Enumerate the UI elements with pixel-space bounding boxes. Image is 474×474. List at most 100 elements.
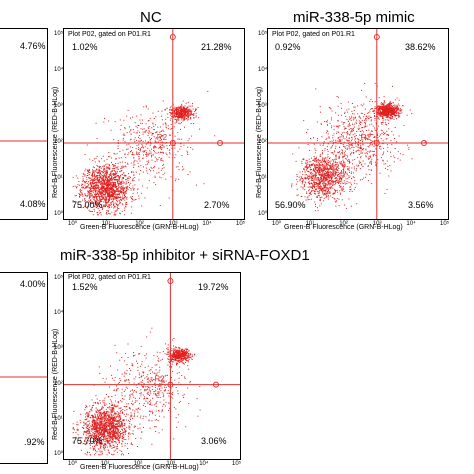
scatter-point xyxy=(98,180,100,182)
scatter-point xyxy=(131,196,133,197)
scatter-point xyxy=(93,437,95,439)
scatter-point xyxy=(85,176,87,178)
scatter-point xyxy=(179,107,181,109)
scatter-point xyxy=(101,407,103,409)
scatter-point xyxy=(310,176,312,178)
scatter-point xyxy=(134,164,136,166)
scatter-point xyxy=(104,168,106,170)
scatter-point xyxy=(179,116,181,118)
scatter-point xyxy=(120,124,122,126)
scatter-point xyxy=(383,163,385,165)
gate-handle-0[interactable] xyxy=(169,34,176,40)
scatter-point xyxy=(400,108,401,110)
scatter-point xyxy=(370,98,372,100)
y-tick-label: 10¹ xyxy=(258,175,267,181)
scatter-point xyxy=(337,166,339,168)
scatter-point xyxy=(179,108,181,110)
scatter-point xyxy=(80,190,81,192)
scatter-point xyxy=(195,115,197,117)
scatter-point xyxy=(340,188,342,190)
scatter-point xyxy=(74,185,76,187)
scatter-point xyxy=(86,207,88,209)
scatter-point xyxy=(349,141,351,143)
scatter-point xyxy=(181,110,183,112)
scatter-point xyxy=(398,107,400,109)
scatter-point xyxy=(338,141,340,143)
scatter-point xyxy=(100,196,102,198)
scatter-point xyxy=(113,190,115,192)
scatter-point xyxy=(322,183,324,184)
scatter-point xyxy=(186,107,188,109)
scatter-point xyxy=(327,130,329,132)
scatter-point xyxy=(192,114,194,116)
gate-handle-1[interactable] xyxy=(169,140,176,146)
scatter-point xyxy=(315,188,316,190)
scatter-point xyxy=(351,113,353,115)
scatter-point xyxy=(98,189,100,191)
scatter-point xyxy=(108,417,110,419)
scatter-point xyxy=(116,153,118,155)
scatter-point xyxy=(340,134,342,136)
scatter-point xyxy=(173,109,175,111)
scatter-point xyxy=(350,205,352,207)
scatter-point xyxy=(165,126,167,128)
scatter-point xyxy=(94,175,96,177)
scatter-point xyxy=(107,442,109,444)
scatter-point xyxy=(103,427,105,429)
scatter-point xyxy=(378,113,380,115)
scatter-point xyxy=(106,169,108,171)
scatter-point xyxy=(368,115,370,117)
scatter-point xyxy=(133,131,135,133)
scatter-point xyxy=(106,181,108,183)
scatter-point xyxy=(325,183,327,185)
scatter-point xyxy=(101,186,103,188)
scatter-point xyxy=(181,117,183,119)
scatter-point xyxy=(388,108,389,110)
gate-handle-1[interactable] xyxy=(373,140,380,146)
scatter-point xyxy=(117,188,118,190)
scatter-point xyxy=(322,168,324,170)
gate-handle-2[interactable] xyxy=(421,140,427,146)
scatter-point xyxy=(308,171,310,173)
gate-handle-0[interactable] xyxy=(373,34,380,40)
scatter-point xyxy=(113,188,115,190)
scatter-point xyxy=(378,97,380,99)
scatter-point xyxy=(101,405,103,407)
scatter-point xyxy=(388,128,390,130)
scatter-point xyxy=(108,163,110,165)
scatter-point xyxy=(319,155,321,157)
scatter-point xyxy=(372,111,374,112)
scatter-point xyxy=(188,118,190,120)
scatter-point xyxy=(89,158,91,160)
scatter-point xyxy=(97,401,99,403)
scatter-point xyxy=(116,201,118,203)
scatter-point xyxy=(358,129,360,130)
scatter-point xyxy=(397,151,399,153)
scatter-point xyxy=(321,189,322,191)
scatter-point xyxy=(174,116,176,118)
scatter-point xyxy=(109,197,111,199)
scatter-point xyxy=(114,153,116,155)
scatter-point xyxy=(324,158,326,159)
scatter-point xyxy=(113,207,115,209)
scatter-point xyxy=(304,171,306,173)
scatter-point xyxy=(102,182,104,184)
scatter-point xyxy=(96,198,98,200)
scatter-point xyxy=(110,191,111,193)
scatter-point xyxy=(330,165,332,167)
scatter-point xyxy=(181,111,183,113)
scatter-point xyxy=(338,178,340,180)
gate-handle-2[interactable] xyxy=(217,140,223,146)
scatter-point xyxy=(154,145,156,147)
scatter-point xyxy=(324,165,326,167)
scatter-point xyxy=(379,115,381,117)
scatter-point xyxy=(351,145,353,147)
scatter-point xyxy=(104,170,106,172)
scatter-point xyxy=(340,163,341,165)
scatter-point xyxy=(326,149,328,151)
scatter-point xyxy=(314,201,316,203)
scatter-point xyxy=(326,172,327,174)
scatter-point xyxy=(123,189,125,191)
scatter-point xyxy=(126,196,128,198)
nc-lr-value: 2.70% xyxy=(204,200,230,210)
